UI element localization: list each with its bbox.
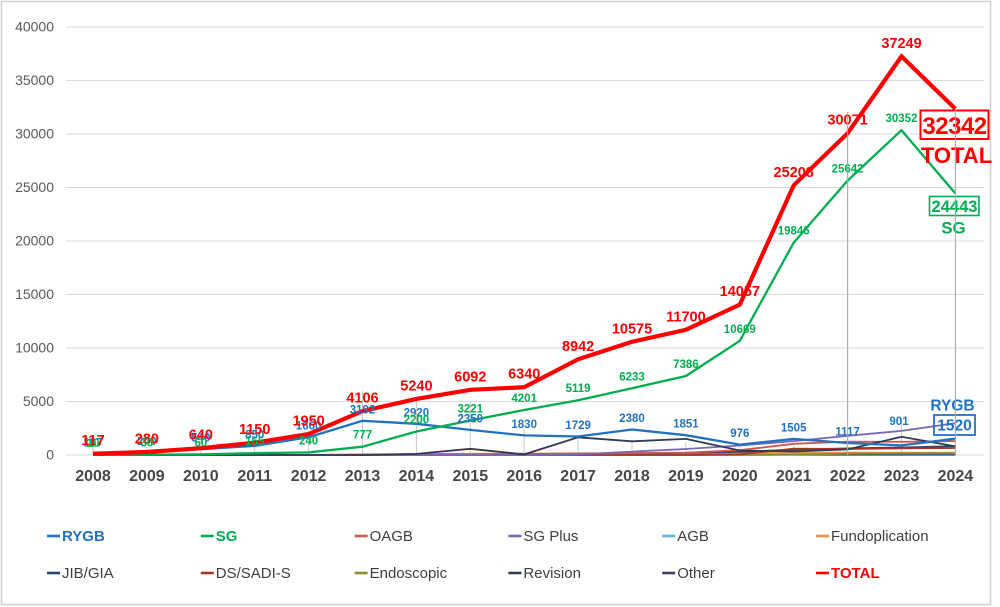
svg-text:2014: 2014 [399, 468, 435, 485]
svg-text:3221: 3221 [458, 404, 484, 416]
svg-text:OAGB: OAGB [370, 528, 413, 545]
svg-text:AGB: AGB [677, 528, 709, 545]
svg-text:19846: 19846 [778, 226, 810, 238]
svg-text:25000: 25000 [15, 179, 54, 195]
svg-text:1830: 1830 [511, 419, 537, 431]
svg-text:2021: 2021 [776, 468, 812, 485]
svg-text:25208: 25208 [774, 165, 814, 181]
svg-text:10000: 10000 [15, 340, 54, 356]
svg-text:2920: 2920 [404, 407, 430, 419]
svg-text:8942: 8942 [562, 339, 594, 355]
svg-text:0: 0 [46, 447, 54, 463]
svg-text:5000: 5000 [23, 393, 54, 409]
svg-text:2019: 2019 [668, 468, 704, 485]
svg-text:1950: 1950 [292, 414, 324, 430]
svg-text:Other: Other [677, 565, 715, 582]
svg-text:30352: 30352 [886, 113, 918, 125]
svg-text:117: 117 [81, 433, 104, 449]
svg-text:20000: 20000 [15, 233, 54, 249]
svg-text:2010: 2010 [183, 468, 219, 485]
svg-text:2380: 2380 [619, 413, 645, 425]
svg-text:4106: 4106 [346, 391, 378, 407]
svg-text:RYGB: RYGB [62, 528, 105, 545]
svg-text:777: 777 [353, 430, 372, 442]
svg-text:37249: 37249 [881, 36, 921, 52]
svg-text:35000: 35000 [15, 72, 54, 88]
svg-text:6233: 6233 [619, 371, 645, 383]
svg-text:2200: 2200 [404, 415, 430, 427]
svg-text:1520: 1520 [937, 418, 971, 435]
svg-text:165: 165 [245, 436, 265, 448]
svg-text:107: 107 [83, 437, 102, 449]
svg-text:30000: 30000 [15, 126, 54, 142]
svg-text:5119: 5119 [566, 383, 591, 395]
svg-text:40000: 40000 [15, 19, 54, 35]
svg-text:10669: 10669 [724, 324, 756, 336]
svg-text:850: 850 [245, 429, 264, 441]
svg-text:1150: 1150 [239, 422, 270, 438]
svg-text:24443: 24443 [932, 198, 978, 216]
svg-text:RYGB: RYGB [930, 398, 974, 415]
svg-text:1505: 1505 [781, 422, 807, 434]
svg-text:2017: 2017 [560, 468, 596, 485]
svg-text:4201: 4201 [511, 393, 537, 405]
svg-text:SG: SG [941, 219, 966, 238]
svg-text:15000: 15000 [15, 286, 54, 302]
svg-text:2024: 2024 [938, 468, 974, 485]
svg-text:TOTAL: TOTAL [921, 143, 992, 168]
svg-text:280: 280 [135, 432, 159, 448]
svg-text:540: 540 [191, 433, 210, 445]
svg-text:1660: 1660 [296, 421, 322, 433]
svg-text:SG Plus: SG Plus [523, 528, 578, 545]
svg-text:JIB/GIA: JIB/GIA [62, 565, 114, 582]
svg-text:Revision: Revision [523, 565, 581, 582]
svg-text:240: 240 [137, 436, 156, 448]
svg-text:901: 901 [889, 416, 909, 428]
svg-text:Endoscopic: Endoscopic [370, 565, 448, 582]
svg-text:2011: 2011 [237, 468, 272, 485]
svg-text:2008: 2008 [75, 468, 111, 485]
svg-text:2015: 2015 [453, 468, 489, 485]
svg-text:640: 640 [189, 428, 213, 444]
svg-text:60: 60 [194, 437, 207, 449]
svg-text:6092: 6092 [454, 369, 486, 385]
svg-text:10575: 10575 [612, 321, 652, 337]
svg-text:DS/SADI-S: DS/SADI-S [216, 565, 291, 582]
svg-text:1851: 1851 [673, 419, 699, 431]
svg-text:14057: 14057 [720, 284, 760, 300]
svg-text:2022: 2022 [830, 468, 866, 485]
svg-text:2023: 2023 [884, 468, 920, 485]
svg-text:7386: 7386 [673, 359, 699, 371]
svg-text:SG: SG [216, 528, 238, 545]
svg-text:2009: 2009 [129, 468, 165, 485]
svg-text:2350: 2350 [458, 413, 484, 425]
svg-text:976: 976 [730, 428, 749, 440]
svg-text:Fundoplication: Fundoplication [831, 528, 929, 545]
svg-text:TOTAL: TOTAL [831, 565, 880, 582]
svg-text:240: 240 [299, 435, 318, 447]
svg-text:1729: 1729 [565, 420, 591, 432]
svg-text:10: 10 [87, 438, 100, 450]
svg-text:5240: 5240 [400, 378, 432, 394]
svg-text:32342: 32342 [922, 113, 986, 140]
svg-text:2013: 2013 [345, 468, 381, 485]
svg-text:2016: 2016 [506, 468, 542, 485]
svg-text:30: 30 [141, 438, 154, 450]
svg-text:3192: 3192 [350, 404, 376, 416]
svg-text:2012: 2012 [291, 468, 327, 485]
svg-text:2020: 2020 [722, 468, 758, 485]
svg-text:6340: 6340 [508, 367, 540, 383]
svg-text:2018: 2018 [614, 468, 650, 485]
svg-text:11700: 11700 [666, 309, 706, 325]
